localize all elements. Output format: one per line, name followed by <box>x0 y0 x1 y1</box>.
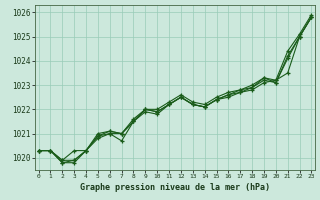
X-axis label: Graphe pression niveau de la mer (hPa): Graphe pression niveau de la mer (hPa) <box>80 183 270 192</box>
